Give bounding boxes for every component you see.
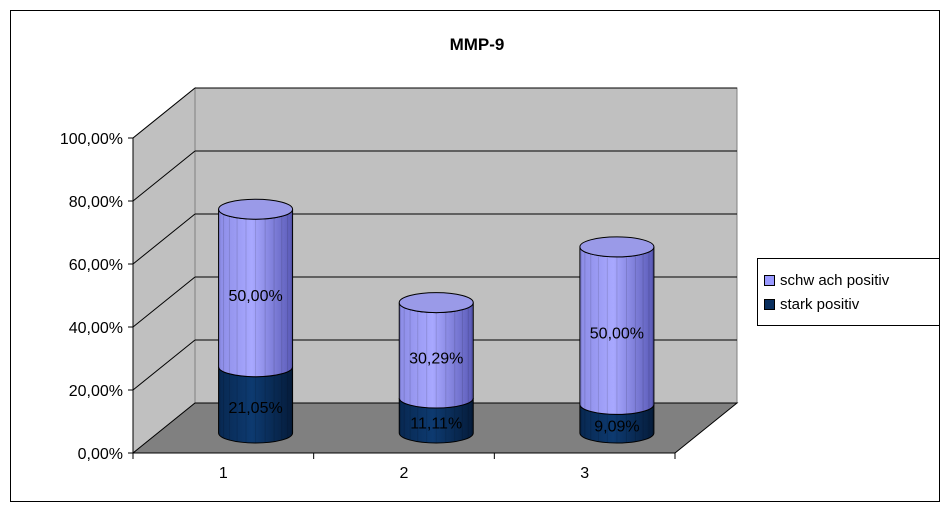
gridline-side (132, 276, 196, 328)
bar-top (579, 236, 655, 258)
legend-item: stark positiv (764, 292, 939, 316)
y-tick-label: 60,00% (69, 257, 123, 274)
y-tick-label: 0,00% (78, 446, 123, 463)
legend-item: schw ach positiv (764, 268, 939, 292)
y-tick-label: 20,00% (69, 383, 123, 400)
data-label: 50,00% (228, 288, 282, 305)
data-label: 30,29% (409, 350, 463, 367)
x-tick-label: 3 (580, 465, 589, 482)
data-label: 50,00% (590, 326, 644, 343)
x-tick-label: 2 (400, 465, 409, 482)
chart-title: MMP-9 (450, 35, 505, 54)
data-label: 11,11% (410, 416, 462, 433)
y-tick-label: 80,00% (69, 194, 123, 211)
legend-swatch (764, 274, 775, 286)
bar-top (398, 292, 474, 314)
data-label: 9,09% (594, 419, 639, 436)
gridline-side (132, 150, 196, 202)
bar-top (218, 198, 294, 220)
gridline-side (132, 339, 196, 391)
y-tick-label: 100,00% (60, 131, 123, 148)
gridline-side (132, 87, 196, 139)
side-wall (132, 86, 196, 455)
x-tick-label: 1 (219, 465, 228, 482)
legend-swatch (764, 298, 775, 310)
data-label: 21,05% (228, 400, 282, 417)
legend-label: stark positiv (780, 295, 860, 313)
gridline-side (132, 213, 196, 265)
y-tick-label: 40,00% (69, 320, 123, 337)
legend: schw ach positiv stark positiv (757, 258, 940, 326)
legend-label: schw ach positiv (780, 271, 890, 289)
